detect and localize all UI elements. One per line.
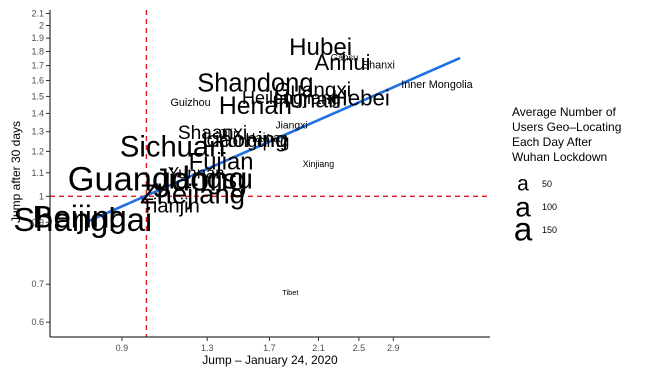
legend-key: a bbox=[514, 212, 533, 249]
y-tick-label: 1.2 bbox=[31, 146, 44, 156]
point-label-liaoning: Liaoning bbox=[202, 127, 287, 152]
y-tick-label: 0.7 bbox=[31, 279, 44, 289]
point-label-hunan: Hunan bbox=[273, 87, 340, 113]
point-label-jiangsu: Jiangsu bbox=[154, 164, 253, 196]
legend-title-line: Wuhan Lockdown bbox=[512, 150, 607, 164]
y-tick-label: 1.4 bbox=[31, 108, 44, 118]
regression-line bbox=[87, 57, 461, 223]
point-label-shanghai: Shanghai bbox=[13, 201, 152, 238]
point-label-fujian: Fujian bbox=[189, 148, 254, 175]
point-label-heilongjiang: Heilongjiang bbox=[242, 88, 341, 108]
legend-label: 150 bbox=[542, 225, 557, 235]
point-label-zhejiang: Zhejiang bbox=[140, 178, 245, 209]
point-label-hubei: Hubei bbox=[289, 34, 352, 61]
point-label-hainan: Hainan bbox=[246, 130, 288, 145]
legend-key: a bbox=[515, 192, 531, 223]
point-label-chongqing: Chongqing bbox=[207, 132, 290, 151]
y-tick-label: 2 bbox=[39, 21, 44, 31]
point-label-shaanxi: Shaanxi bbox=[178, 123, 247, 144]
x-tick-label: 1.3 bbox=[201, 343, 214, 353]
point-label-inner-mongolia: Inner Mongolia bbox=[401, 79, 472, 91]
x-tick-label: 2.9 bbox=[387, 343, 400, 353]
y-tick-label: 1.8 bbox=[31, 46, 44, 56]
y-tick-label: 1 bbox=[39, 191, 44, 201]
point-label-guangdong: Guangdong bbox=[68, 161, 248, 199]
point-label-shandong: Shandong bbox=[197, 70, 313, 98]
x-axis-title: Jump – January 24, 2020 bbox=[202, 353, 338, 367]
legend-label: 100 bbox=[542, 202, 557, 212]
point-label-jiangxi: Jiangxi bbox=[276, 121, 308, 132]
point-label-xinjiang: Xinjiang bbox=[303, 159, 334, 169]
point-label-jilin: Jilin bbox=[219, 127, 240, 141]
y-tick-label: 2.1 bbox=[31, 8, 44, 18]
x-tick-label: 2.1 bbox=[312, 343, 325, 353]
y-tick-label: 1.5 bbox=[31, 91, 44, 101]
point-label-guangxi: Guangxi bbox=[275, 78, 352, 101]
point-label-beijing: Beijing bbox=[33, 199, 127, 234]
y-tick-label: 1.6 bbox=[31, 76, 44, 86]
y-tick-label: 0.9 bbox=[31, 217, 44, 227]
point-label-henan: Henan bbox=[219, 93, 292, 120]
point-label-guizhou: Guizhou bbox=[170, 97, 210, 109]
legend-key: a bbox=[517, 173, 529, 196]
y-tick-label: 1.1 bbox=[31, 168, 44, 178]
legend-title-line: Users Geo–Locating bbox=[512, 120, 621, 134]
x-tick-label: 2.5 bbox=[353, 343, 366, 353]
point-label-sichuan: Sichuan bbox=[120, 131, 225, 163]
point-label-tibet: Tibet bbox=[282, 288, 298, 297]
x-tick-label: 1.7 bbox=[263, 343, 276, 353]
point-label-shanxi: Shanxi bbox=[362, 60, 395, 72]
y-tick-label: 1.7 bbox=[31, 61, 44, 71]
point-label-gansu: Gansu bbox=[331, 52, 359, 63]
x-tick-label: 0.9 bbox=[116, 343, 129, 353]
point-label-anhui: Anhui bbox=[315, 50, 371, 75]
y-tick-label: 0.6 bbox=[31, 317, 44, 327]
point-label-hebei: Hebei bbox=[332, 86, 390, 111]
point-label-yunnan: Yunnan bbox=[168, 163, 225, 182]
y-tick-label: 1.3 bbox=[31, 127, 44, 137]
plot-area: Tibet Xinjiang Gansu Jiangxi Shanxi Inner Mon… bbox=[13, 10, 490, 337]
axes: 0.9 1.3 1.7 2.1 2.5 2.9 0.6 0.7 0.9 1 1.1 1.2 1.3 1.4… bbox=[31, 8, 490, 353]
legend-title-line: Each Day After bbox=[512, 135, 592, 149]
y-axis-title: Jump after 30 days bbox=[9, 121, 23, 223]
legend-title-line: Average Number of bbox=[512, 105, 617, 119]
legend-label: 50 bbox=[542, 179, 552, 189]
y-tick-label: 1.9 bbox=[31, 33, 44, 43]
point-label-tianjin: Tianjin bbox=[141, 195, 199, 217]
